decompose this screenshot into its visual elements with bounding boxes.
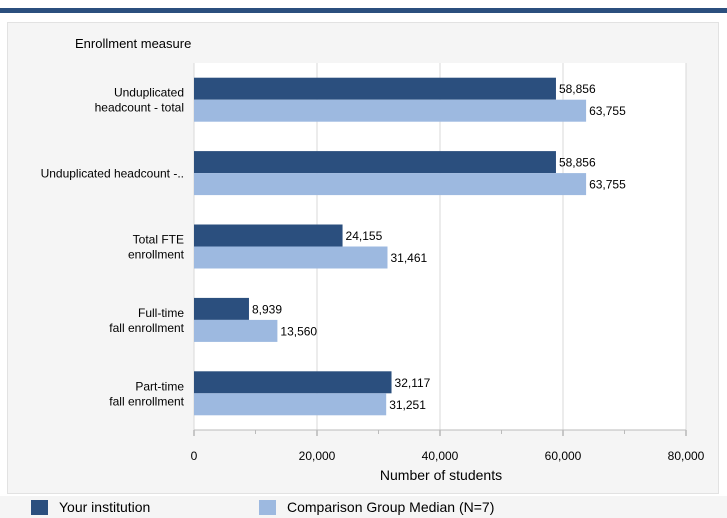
bar[interactable] [194,371,392,394]
enrollment-bar-chart: Enrollment measure 58,856 63,755 Unduplica… [41,36,705,483]
bar[interactable] [194,393,387,416]
bar[interactable] [194,297,249,320]
bar[interactable] [194,77,556,100]
data-label: 58,856 [559,156,596,170]
bar[interactable] [194,319,278,342]
data-label: 13,560 [280,324,317,338]
category-label: Unduplicated headcount -.. [41,167,184,181]
data-label: 32,117 [395,376,431,390]
x-tick-label: 60,000 [545,449,582,463]
category-label: enrollment [128,248,185,262]
category-label: Unduplicated [114,86,184,100]
category-axis-title: Enrollment measure [75,36,191,51]
bar[interactable] [194,151,556,174]
category-label: fall enrollment [109,394,184,408]
data-label: 31,251 [389,398,426,412]
bar[interactable] [194,173,587,196]
data-label: 63,755 [589,178,626,192]
header-bar [0,0,727,14]
category-label: fall enrollment [109,321,184,335]
legend-item-your-institution: Your institution [31,499,150,515]
data-label: 24,155 [346,229,383,243]
legend-swatch-comparison-median [259,499,276,515]
x-tick-label: 40,000 [422,449,459,463]
x-tick-label: 80,000 [668,449,705,463]
data-label: 58,856 [559,82,596,96]
bar[interactable] [194,224,343,247]
data-label: 8,939 [252,302,282,316]
legend-item-comparison-median: Comparison Group Median (N=7) [259,499,494,515]
legend-swatch-your-institution [31,499,48,515]
category-label: headcount - total [95,101,184,115]
legend-label-your-institution: Your institution [59,499,151,515]
data-label: 31,461 [390,251,427,265]
legend: Your institution Comparison Group Median… [0,496,727,518]
bar[interactable] [194,99,587,122]
legend-label-comparison-median: Comparison Group Median (N=7) [287,499,495,515]
header-stripe [0,8,727,13]
x-tick-label: 0 [191,449,198,463]
category-label: Total FTE [133,233,184,247]
bar[interactable] [194,246,388,269]
category-label: Part-time [135,379,184,393]
x-tick-label: 20,000 [299,449,336,463]
data-label: 63,755 [589,104,626,118]
category-label: Full-time [138,306,184,320]
x-axis-title: Number of students [380,467,502,483]
